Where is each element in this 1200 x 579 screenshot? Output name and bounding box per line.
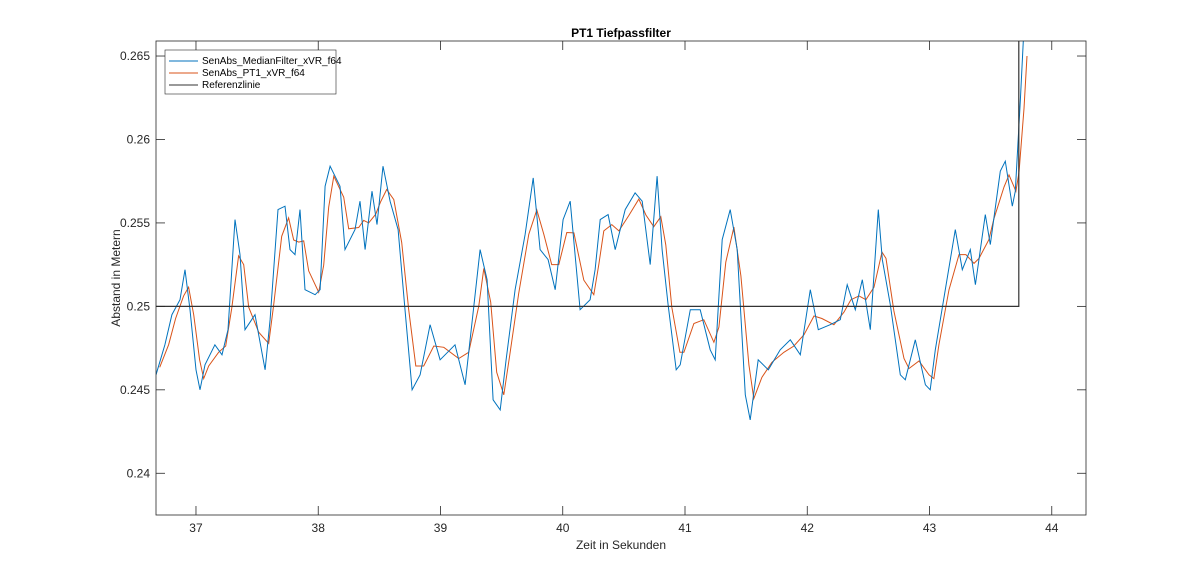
x-tick-label: 40 — [556, 521, 570, 535]
tick-layer: 37 38 39 40 41 42 43 44 0.24 0.245 0.25 0.255 0.26 0.… — [120, 41, 1086, 535]
x-tick-label: 41 — [678, 521, 692, 535]
y-axis-label: Abstand in Metern — [109, 229, 123, 326]
y-tick-label: 0.265 — [120, 49, 150, 63]
x-axis-label: Zeit in Sekunden — [576, 538, 666, 552]
legend: SenAbs_MedianFilter_xVR_f64 SenAbs_PT1_x… — [164, 49, 342, 95]
x-tick-label: 38 — [312, 521, 326, 535]
series-median-line — [156, 41, 1024, 420]
series-layer — [156, 41, 1028, 420]
x-tick-label: 44 — [1045, 521, 1059, 535]
axes-box — [155, 40, 1087, 516]
y-tick-label: 0.25 — [127, 299, 151, 313]
legend-box — [164, 49, 337, 95]
series-reference-line — [156, 41, 1020, 307]
x-tick-label: 37 — [189, 521, 203, 535]
legend-label-pt1: SenAbs_PT1_xVR_f64 — [202, 68, 305, 79]
chart-title: PT1 Tiefpassfilter — [571, 26, 671, 40]
plot-area — [156, 41, 1086, 515]
y-tick-label: 0.245 — [120, 383, 150, 397]
series-pt1-line — [159, 55, 1028, 401]
legend-label-median: SenAbs_MedianFilter_xVR_f64 — [202, 56, 342, 67]
y-tick-label: 0.255 — [120, 216, 150, 230]
x-tick-label: 42 — [801, 521, 815, 535]
y-tick-label: 0.26 — [127, 132, 151, 146]
x-tick-label: 39 — [434, 521, 448, 535]
legend-label-reference: Referenzlinie — [202, 80, 261, 91]
x-tick-label: 43 — [923, 521, 937, 535]
y-tick-label: 0.24 — [127, 466, 151, 480]
